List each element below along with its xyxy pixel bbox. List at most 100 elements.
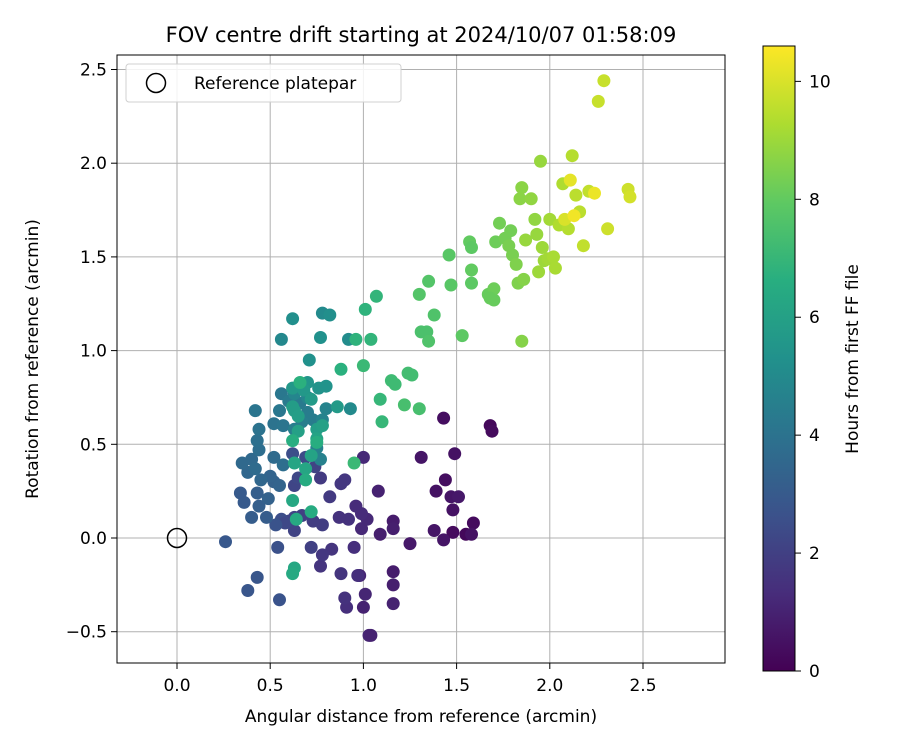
legend: Reference platepar xyxy=(125,63,402,103)
colorbar-tick-label: 8 xyxy=(809,190,820,210)
data-point xyxy=(355,507,368,521)
chart-title: FOV centre drift starting at 2024/10/07 … xyxy=(166,23,677,47)
colorbar-tick-label: 10 xyxy=(809,72,831,92)
data-point xyxy=(323,490,337,504)
data-point xyxy=(528,212,542,226)
data-point xyxy=(515,334,529,348)
y-axis: −0.5 0.0 0.5 1.0 1.5 2.0 2.5 xyxy=(66,61,117,643)
data-point xyxy=(276,458,290,472)
data-point xyxy=(241,584,255,597)
data-point xyxy=(446,503,460,517)
data-point xyxy=(269,518,283,532)
y-tick-label: 0.0 xyxy=(80,529,107,549)
data-point xyxy=(261,492,275,506)
colorbar-tick-label: 0 xyxy=(809,662,820,682)
data-point xyxy=(286,567,300,581)
y-tick-label: 2.0 xyxy=(80,154,107,174)
data-point xyxy=(358,302,372,316)
y-axis-label: Rotation from reference (arcmin) xyxy=(23,219,43,499)
data-point xyxy=(250,486,264,500)
data-point xyxy=(250,570,264,584)
data-point xyxy=(304,449,318,462)
colorbar xyxy=(762,45,796,672)
data-point xyxy=(299,473,313,487)
data-point xyxy=(291,409,305,423)
data-point xyxy=(315,548,329,562)
data-point xyxy=(452,490,465,504)
data-point xyxy=(338,591,352,605)
data-point xyxy=(427,308,441,322)
data-point xyxy=(271,540,285,554)
data-point xyxy=(601,222,615,236)
data-point xyxy=(386,522,400,536)
x-tick-label: 0.0 xyxy=(163,676,190,696)
data-point xyxy=(286,494,300,507)
x-tick-label: 0.5 xyxy=(257,676,284,696)
data-point xyxy=(437,533,451,547)
data-point xyxy=(397,398,411,412)
data-points xyxy=(219,74,637,642)
data-point xyxy=(364,628,378,642)
data-point xyxy=(287,524,301,537)
data-point xyxy=(349,332,363,346)
data-point xyxy=(466,516,480,530)
data-point xyxy=(369,289,383,303)
data-point xyxy=(591,94,605,108)
y-tick-label: 1.0 xyxy=(80,342,107,362)
data-point xyxy=(302,353,316,367)
data-point xyxy=(260,510,273,524)
data-point xyxy=(386,597,400,611)
data-point xyxy=(273,593,286,607)
data-point xyxy=(548,261,562,275)
grid-lines xyxy=(117,55,725,663)
data-point xyxy=(524,192,538,206)
data-point xyxy=(405,368,419,382)
data-point xyxy=(448,447,462,461)
data-point xyxy=(519,233,533,247)
data-point xyxy=(623,190,637,204)
x-tick-label: 1.0 xyxy=(350,676,377,696)
data-point xyxy=(563,173,577,187)
data-point xyxy=(334,567,348,581)
data-point xyxy=(567,209,581,223)
data-point xyxy=(364,332,378,346)
data-point xyxy=(438,473,452,487)
data-point xyxy=(286,312,300,326)
data-point xyxy=(493,216,506,230)
data-point xyxy=(299,462,313,476)
data-point xyxy=(534,154,547,168)
data-point xyxy=(373,527,387,541)
data-point xyxy=(483,291,497,305)
data-point xyxy=(252,422,266,436)
data-point xyxy=(429,484,443,498)
data-point xyxy=(412,287,426,301)
colorbar-tick-label: 6 xyxy=(809,308,820,328)
data-point xyxy=(274,332,288,346)
data-point xyxy=(267,450,281,464)
data-point xyxy=(237,495,251,509)
y-tick-label: 2.5 xyxy=(80,61,107,81)
legend-label: Reference platepar xyxy=(194,74,356,94)
plot-frame xyxy=(116,54,726,664)
data-point xyxy=(332,510,346,524)
data-point xyxy=(569,188,583,202)
data-point xyxy=(347,540,361,554)
data-point xyxy=(289,512,303,526)
data-point xyxy=(414,450,428,464)
x-tick-label: 2.0 xyxy=(536,676,563,696)
data-point xyxy=(356,359,370,373)
data-point xyxy=(314,331,327,344)
data-point xyxy=(273,404,286,418)
data-point xyxy=(252,499,266,513)
data-point xyxy=(310,435,324,449)
data-point xyxy=(291,424,305,438)
colorbar-ticks: 0 2 4 6 8 10 xyxy=(795,72,831,682)
legend-marker xyxy=(145,72,167,94)
data-point xyxy=(287,456,301,470)
data-point xyxy=(422,334,436,348)
data-point xyxy=(330,400,344,414)
data-point xyxy=(304,540,318,554)
colorbar-tick-label: 2 xyxy=(809,544,820,564)
data-point xyxy=(219,535,232,549)
data-point xyxy=(323,308,337,322)
